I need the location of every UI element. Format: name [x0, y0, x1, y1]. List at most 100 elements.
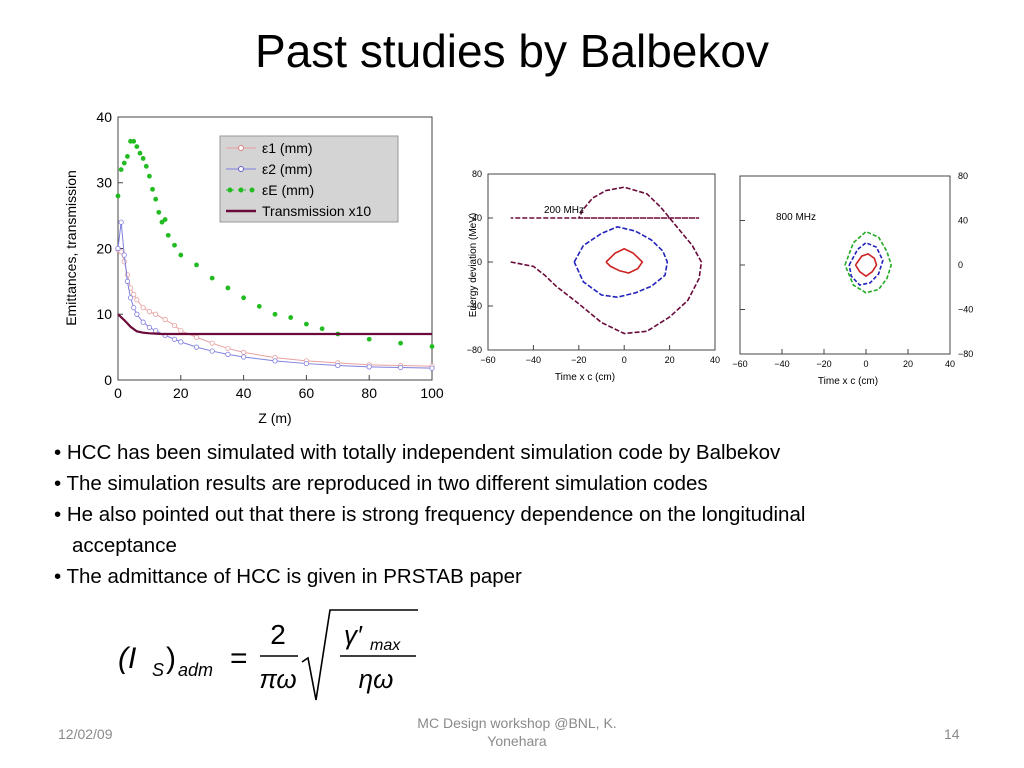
phase-contour-800mhz	[848, 241, 884, 286]
eps1-point	[140, 305, 146, 311]
x-tick-label: 0	[863, 359, 868, 369]
epsE-point	[162, 217, 168, 222]
y-tick-label: 80	[958, 171, 968, 181]
slide-title: Past studies by Balbekov	[255, 25, 769, 77]
formula-lhs-sub: S	[152, 660, 164, 680]
epsE-point	[304, 321, 309, 327]
eps2-point	[272, 358, 278, 364]
eps2-point	[121, 252, 127, 258]
y-tick-label: 40	[958, 216, 968, 226]
epsE-point	[172, 242, 177, 248]
eps2-point	[303, 360, 309, 367]
formula-inner-num: γ′	[344, 620, 363, 650]
bullet-4: • The admittance of HCC is given in PRST…	[54, 565, 522, 588]
phase-contour-200mhz	[510, 186, 703, 335]
phase-contour-200mhz	[605, 247, 644, 274]
epsE-point	[140, 156, 146, 161]
bullet-1: • HCC has been simulated with totally in…	[54, 441, 781, 464]
y-tick-label: −40	[467, 301, 482, 311]
legend-eps1: ε1 (mm)	[262, 140, 313, 156]
legend-epsE: εE (mm)	[262, 182, 314, 198]
admittance-formula: (I S ) adm = 2 πω γ′ max ηω	[118, 609, 418, 701]
eps2-point	[127, 295, 134, 301]
eps2-point	[225, 351, 231, 357]
y-tick-label: 10	[96, 306, 112, 322]
x-tick-label: 20	[173, 385, 189, 401]
footer-center-line2: Yonehara	[487, 733, 547, 749]
eps1-point	[124, 272, 131, 278]
c1-ylabel: Emittances, transmission	[63, 170, 79, 326]
x-tick-label: −40	[526, 355, 541, 365]
footer-page-number: 14	[944, 726, 960, 742]
eps1-point	[146, 309, 153, 315]
epsE-point	[178, 252, 184, 258]
bullet-3-continuation: acceptance	[72, 534, 177, 557]
eps2-point	[118, 219, 124, 225]
footer-date: 12/02/09	[58, 726, 113, 742]
y-tick-label: 40	[96, 109, 112, 125]
c1-legend: ε1 (mm) ε2 (mm) εE (mm) Transmission x10	[219, 135, 399, 223]
c3-annotation: 800 MHz	[776, 212, 816, 223]
formula-num: 2	[270, 619, 286, 650]
x-tick-label: 0	[114, 385, 122, 401]
x-tick-label: 20	[665, 355, 675, 365]
eps1-point	[225, 345, 231, 352]
phase-contour-800mhz	[854, 252, 878, 278]
eps2-point	[193, 344, 200, 350]
x-tick-label: −20	[571, 355, 586, 365]
y-tick-label: 80	[472, 169, 482, 179]
y-tick-label: 20	[96, 240, 112, 256]
footer-center: MC Design workshop @BNL, K. Yonehara	[372, 714, 662, 750]
formula-lhs: (I	[118, 642, 136, 675]
eps1-point	[121, 259, 127, 265]
eps2-point	[178, 339, 184, 345]
x-tick-label: −40	[774, 359, 789, 369]
x-tick-label: 20	[903, 359, 913, 369]
epsE-point	[159, 219, 165, 225]
formula-inner-den: ηω	[359, 664, 394, 694]
formula-equals: =	[230, 642, 248, 675]
epsE-point	[366, 336, 372, 342]
phase-contour-800mhz	[844, 230, 893, 294]
y-tick-label: 0	[104, 372, 112, 388]
eps1-point	[131, 291, 137, 298]
epsE-point	[118, 167, 124, 172]
epsE-point	[429, 344, 435, 349]
eps2-point	[115, 245, 121, 252]
formula-lhs-sub2: adm	[178, 660, 213, 680]
bullet-2: • The simulation results are reproduced …	[54, 472, 708, 495]
footer-center-line1: MC Design workshop @BNL, K.	[417, 715, 617, 731]
eps1-point	[134, 297, 140, 303]
epsE-point	[319, 326, 325, 332]
epsE-point	[165, 232, 171, 238]
series-eps1-line	[117, 249, 433, 367]
x-tick-label: 40	[710, 355, 720, 365]
epsE-point	[156, 209, 162, 215]
legend-eps2: ε2 (mm)	[262, 161, 313, 177]
eps2-point	[209, 348, 215, 354]
phase-contour-200mhz	[573, 225, 669, 299]
epsE-point	[143, 163, 149, 169]
epsE-point	[209, 275, 215, 281]
emittance-chart: 0 20 40 60 80 100 0 10 20 30 40 Z (m) Emittances, …	[63, 109, 444, 426]
epsE-point	[121, 160, 127, 166]
c2-annotation: 200 MHz	[544, 205, 584, 216]
epsE-point	[256, 303, 262, 309]
eps1-point	[241, 349, 247, 355]
eps2-point	[429, 365, 435, 371]
y-tick-label: 0	[477, 257, 482, 267]
eps2-point	[134, 311, 140, 317]
epsE-point	[115, 193, 121, 199]
epsE-point	[225, 285, 231, 291]
x-tick-label: −20	[816, 359, 831, 369]
y-tick-label: −80	[958, 349, 973, 359]
eps2-point	[146, 324, 153, 330]
epsE-point	[147, 173, 152, 179]
eps1-point	[118, 249, 124, 255]
epsE-point	[194, 262, 199, 268]
x-tick-label: 0	[622, 355, 627, 365]
epsE-point	[398, 340, 403, 346]
y-tick-label: 30	[96, 175, 112, 191]
epsE-point	[125, 154, 130, 159]
eps2-point	[241, 354, 247, 360]
